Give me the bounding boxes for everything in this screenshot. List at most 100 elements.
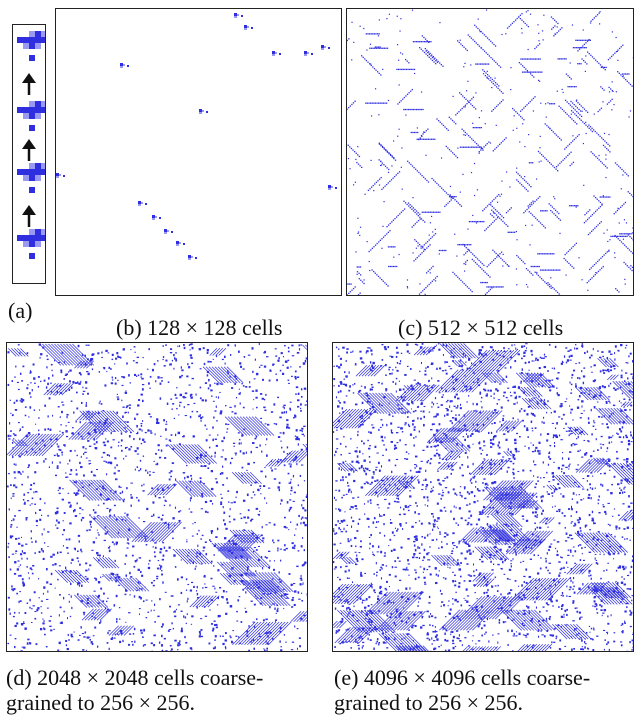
cell bbox=[295, 377, 297, 379]
cell bbox=[614, 257, 615, 258]
cell bbox=[165, 650, 167, 651]
cell bbox=[99, 485, 101, 486]
cell bbox=[226, 432, 227, 433]
cell bbox=[278, 459, 279, 460]
cell bbox=[86, 650, 87, 651]
cell bbox=[359, 156, 360, 157]
cell bbox=[482, 482, 483, 484]
cell bbox=[585, 124, 586, 125]
cell bbox=[269, 522, 271, 523]
cell bbox=[107, 441, 109, 443]
cell bbox=[444, 191, 445, 192]
cell bbox=[524, 146, 525, 147]
cell bbox=[227, 428, 229, 429]
cell bbox=[81, 585, 83, 587]
cell bbox=[632, 232, 633, 233]
cell bbox=[516, 128, 517, 129]
glider-cell bbox=[328, 47, 330, 49]
cell bbox=[434, 521, 435, 522]
cell bbox=[129, 633, 131, 634]
cell bbox=[227, 602, 229, 604]
cell bbox=[415, 169, 416, 170]
cell bbox=[262, 398, 264, 400]
cell bbox=[205, 382, 207, 384]
cell bbox=[628, 73, 629, 74]
cell bbox=[206, 428, 207, 429]
cell bbox=[498, 194, 499, 195]
cell bbox=[600, 258, 601, 259]
hatch-line bbox=[530, 578, 552, 600]
cell bbox=[134, 450, 136, 452]
cell bbox=[219, 587, 221, 589]
cell bbox=[379, 73, 380, 74]
cell bbox=[491, 111, 492, 112]
cell bbox=[584, 47, 585, 48]
cell bbox=[538, 33, 539, 34]
cell bbox=[303, 522, 305, 524]
cell bbox=[54, 360, 55, 362]
hatch-line bbox=[389, 592, 411, 614]
cell bbox=[565, 254, 566, 255]
cell bbox=[582, 47, 583, 48]
cell bbox=[243, 429, 245, 431]
cell bbox=[158, 449, 160, 451]
cell bbox=[430, 212, 431, 213]
cell bbox=[174, 640, 176, 642]
cell bbox=[528, 207, 529, 208]
cell bbox=[200, 480, 201, 482]
cell bbox=[136, 413, 138, 415]
cell bbox=[621, 46, 622, 47]
cell bbox=[510, 461, 512, 462]
cell bbox=[20, 650, 22, 651]
cell bbox=[424, 244, 425, 245]
cell bbox=[444, 206, 445, 207]
cell bbox=[199, 635, 201, 637]
hatch-line bbox=[333, 621, 340, 628]
cell bbox=[41, 515, 42, 516]
cell bbox=[24, 503, 26, 504]
cell bbox=[583, 60, 584, 61]
cell bbox=[495, 45, 496, 46]
cell bbox=[243, 500, 245, 502]
cell bbox=[156, 464, 157, 466]
cell bbox=[171, 595, 173, 596]
cell bbox=[457, 40, 458, 41]
cell bbox=[118, 585, 120, 586]
cell bbox=[78, 432, 79, 434]
cell bbox=[162, 650, 163, 651]
cell bbox=[302, 507, 304, 509]
cell bbox=[590, 279, 591, 280]
cell bbox=[294, 545, 296, 547]
cell bbox=[373, 190, 374, 191]
hatch-line bbox=[392, 592, 414, 614]
cell bbox=[446, 192, 447, 193]
cell bbox=[292, 542, 294, 544]
cell bbox=[158, 444, 160, 446]
cell bbox=[411, 69, 412, 70]
cell bbox=[587, 126, 588, 127]
cell bbox=[425, 48, 426, 49]
cell bbox=[541, 71, 542, 72]
cell bbox=[470, 137, 471, 138]
cell bbox=[186, 375, 188, 377]
cell bbox=[382, 69, 383, 70]
cell bbox=[162, 515, 164, 516]
cell bbox=[485, 72, 486, 73]
cell bbox=[586, 40, 587, 41]
cell bbox=[129, 404, 131, 405]
cell bbox=[540, 210, 541, 211]
cell bbox=[567, 261, 568, 262]
cell bbox=[245, 591, 246, 593]
cell bbox=[18, 543, 20, 545]
cell bbox=[154, 604, 155, 606]
cell bbox=[58, 406, 60, 407]
cell bbox=[481, 147, 482, 148]
cell bbox=[288, 463, 290, 464]
cell bbox=[189, 559, 191, 560]
cell bbox=[399, 69, 400, 70]
cell bbox=[562, 58, 563, 59]
cell bbox=[496, 147, 497, 148]
cell bbox=[369, 261, 370, 262]
cell bbox=[358, 273, 359, 274]
cell bbox=[598, 111, 599, 112]
